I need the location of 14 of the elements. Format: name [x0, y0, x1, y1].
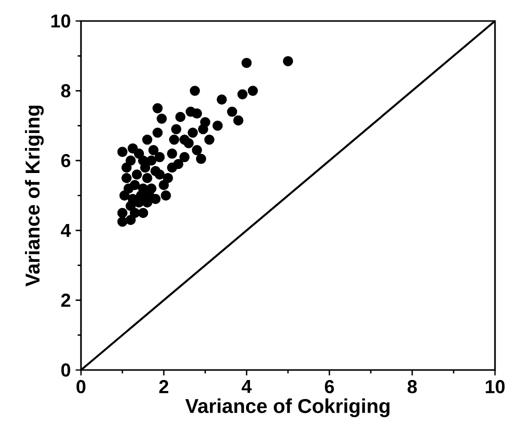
x-tick-label: 8 — [408, 380, 417, 394]
x-tick-label: 0 — [76, 380, 86, 394]
x-tick-label: 4 — [242, 380, 252, 393]
x-tick-label: 6 — [324, 380, 334, 394]
y-tick-label: 8 — [61, 84, 70, 98]
y-tick-label: 2 — [61, 294, 70, 307]
y-tick-label: 10 — [51, 14, 70, 28]
y-tick-label: 6 — [61, 154, 70, 168]
y-tick-label: 0 — [61, 363, 70, 377]
x-tick-label: 10 — [486, 380, 505, 394]
y-tick-label: 4 — [60, 224, 71, 237]
y-axis-title: Variance of Kriging — [24, 106, 44, 286]
x-tick-label: 2 — [159, 380, 168, 394]
x-axis-title: Variance of Cokriging — [185, 398, 390, 418]
